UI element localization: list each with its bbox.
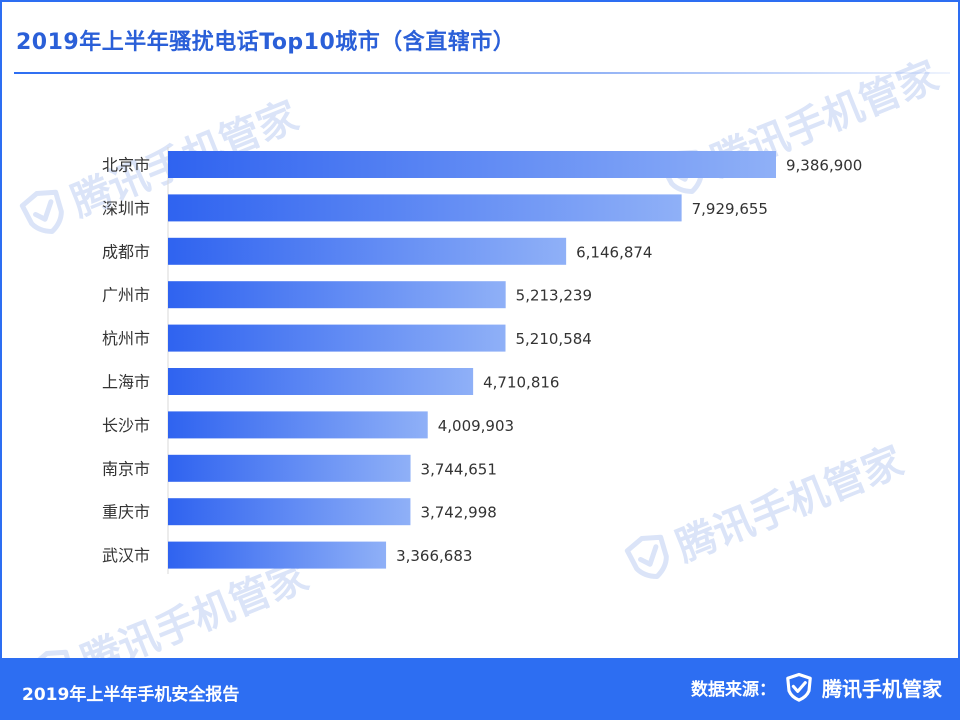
category-label: 杭州市 (102, 329, 150, 348)
bars-layer: 北京市 9,386,900 深圳市 7,929,655 成都市 6,146,874 广州市 5… (102, 151, 862, 569)
bar (168, 151, 776, 178)
data-source: 数据来源： 腾讯手机管家 (691, 672, 942, 702)
data-label: 3,366,683 (396, 547, 472, 565)
data-label: 5,213,239 (516, 287, 592, 305)
bar (168, 454, 411, 482)
chart-title: 2019年上半年骚扰电话Top10城市（含直辖市） (16, 30, 516, 55)
bar (168, 281, 506, 309)
bar (168, 411, 428, 439)
bar (168, 237, 567, 265)
category-label: 成都市 (102, 242, 150, 261)
bar-chart: 北京市 9,386,900 深圳市 7,929,655 成都市 6,146,874 广州市 5… (102, 147, 862, 574)
data-label: 5,210,584 (515, 330, 591, 348)
category-label: 武汉市 (102, 546, 150, 565)
data-label: 4,710,816 (483, 374, 559, 392)
bar (168, 498, 411, 526)
data-label: 4,009,903 (438, 417, 514, 435)
shield-check-icon (784, 672, 814, 702)
data-label: 7,929,655 (692, 200, 768, 218)
source-label: 数据来源： (691, 679, 776, 700)
data-label: 3,742,998 (420, 504, 496, 522)
data-label: 3,744,651 (421, 460, 497, 478)
category-label: 南京市 (102, 459, 150, 478)
brand-name: 腾讯手机管家 (822, 676, 942, 701)
category-label: 长沙市 (102, 416, 150, 435)
category-label: 深圳市 (102, 199, 150, 218)
data-label: 9,386,900 (786, 157, 862, 175)
bar (168, 194, 682, 222)
footer-bar: 2019年上半年手机安全报告 数据来源： 腾讯手机管家 (2, 658, 958, 718)
category-label: 广州市 (102, 286, 150, 305)
title-divider (14, 72, 950, 74)
report-name: 2019年上半年手机安全报告 (22, 685, 240, 705)
bar (168, 368, 474, 395)
bar (168, 324, 506, 352)
category-label: 北京市 (102, 156, 150, 175)
bar (168, 541, 387, 569)
data-label: 6,146,874 (576, 243, 652, 261)
category-label: 重庆市 (102, 503, 150, 522)
category-label: 上海市 (102, 373, 150, 392)
